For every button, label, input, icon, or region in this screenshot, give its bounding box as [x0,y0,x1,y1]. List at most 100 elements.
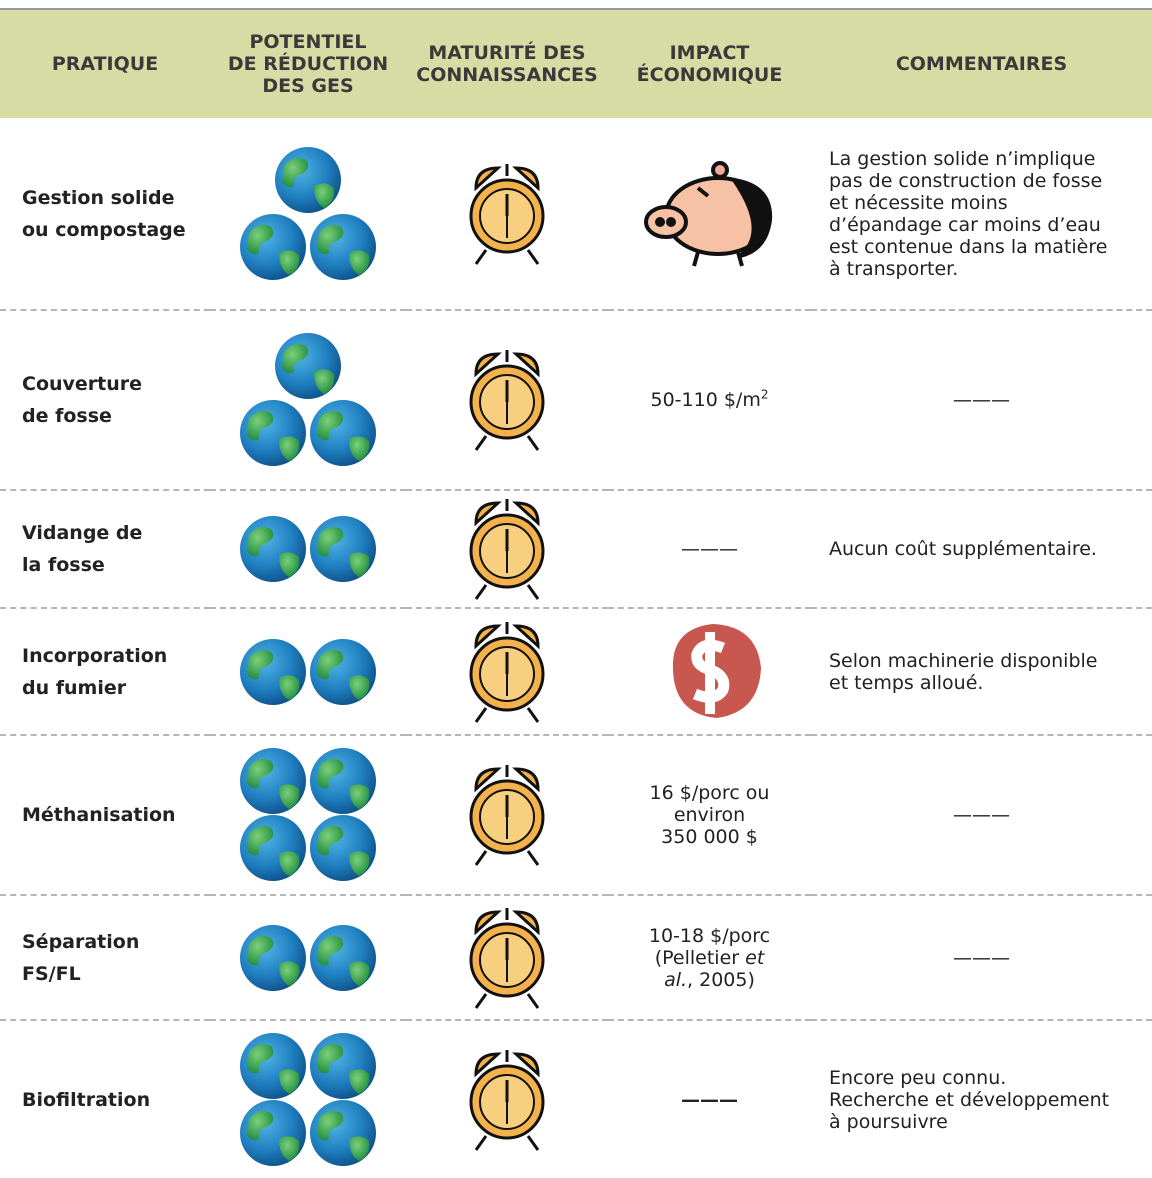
impact-cell: 10-18 $/porc (Pelletier et al., 2005) [608,895,811,1021]
clock-icon [406,493,608,605]
header-text: MATURITÉ DES [428,42,586,64]
header-text: ÉCONOMIQUE [636,64,783,86]
piggy-icon [608,158,811,270]
icon-part [310,213,376,280]
comment-line: Recherche et développement [829,1088,1110,1111]
icon-part [240,1032,306,1099]
icon-part [240,924,306,991]
header-cell: IMPACT ÉCONOMIQUE [608,8,811,118]
impact-cell: 50-110 $/m2 [608,310,811,491]
comment-line: d’épandage car moins d’eau [829,213,1101,236]
icon-part [310,516,376,582]
impact-cell: 16 $/porc ou environ 350 000 $ [608,735,811,896]
icon [469,621,545,723]
comment: Aucun coût supplémentaire. [811,490,1152,609]
header-text: DES GES [262,75,354,97]
icon-part [240,213,306,280]
maturity-cell [406,118,608,311]
comment-line: pas de construction de fosse [829,169,1103,192]
icon [469,163,545,265]
header-cell: POTENTIEL DE RÉDUCTION DES GES [210,8,406,118]
header-cell: MATURITÉ DES CONNAISSANCES [406,8,608,118]
icon-part [310,748,376,814]
icon-part [469,350,545,451]
icon-part [310,924,376,991]
icon-part [275,146,341,213]
icon-part [469,499,545,600]
maturity-cell [406,1020,608,1178]
header-cell: COMMENTAIRES [811,8,1152,118]
comment-line: Aucun coût supplémentaire. [829,538,1097,560]
impact-text: , 2005) [687,968,755,991]
comment-line: ——— [953,389,1010,411]
impact-cell: ——— [608,490,811,609]
practice: Gestion solide ou compostage [0,118,210,311]
comment: ——— [811,735,1152,896]
ges-cell [210,735,406,896]
icon-part [310,638,376,705]
practice: Séparation FS/FL [0,895,210,1021]
clock-icon [406,616,608,728]
clock-icon [406,902,608,1014]
practice: Incorporation du fumier [0,608,210,736]
practice-line: Gestion solide [22,186,175,209]
practice: Vidange de la fosse [0,490,210,609]
globes-icon [210,923,406,993]
icon-part [240,400,306,466]
impact-text: ——— [681,1088,738,1111]
row: Vidange de la fosse ——— Aucun coût supplé… [0,490,1152,609]
icon [672,623,761,718]
dollar-icon [608,622,811,722]
icon-part [469,621,545,723]
icon-part [469,163,545,265]
comment-line: est contenue dans la matière [829,235,1108,258]
icon [469,350,545,451]
row: Incorporation du fumier Selon machinerie … [0,608,1152,736]
clock-icon [406,759,608,871]
icon [643,160,772,267]
impact-line: environ [673,804,746,826]
ges-cell [210,608,406,736]
icon-part [310,1032,376,1099]
icon-part [672,623,761,718]
icon-part [240,748,306,814]
row: Biofiltration ——— Encore peu connu. Reche… [0,1020,1152,1178]
header-row: PRATIQUE POTENTIEL DE RÉDUCTION DES GES MA… [0,8,1152,118]
impact-cell [608,118,811,311]
practice-line: de fosse [22,405,112,427]
icon-part [469,765,545,866]
globes-icon [210,514,406,584]
icon [240,516,376,582]
impact-line: al., 2005) [608,969,811,991]
practice-line: Couverture [22,373,143,395]
practice-line: Biofiltration [22,1088,151,1111]
impact-italic: et [745,946,765,969]
practice: Couverture de fosse [0,310,210,491]
ges-cell [210,1020,406,1178]
impact-text: 50-110 $/m [650,389,761,411]
header-text: COMMENTAIRES [895,53,1068,75]
header-text: DE RÉDUCTION [227,53,389,75]
comment-line: à transporter. [829,257,959,280]
comment: Encore peu connu. Recherche et développem… [811,1020,1152,1178]
maturity-cell [406,310,608,491]
maturity-cell [406,735,608,896]
practice-line: du fumier [22,676,127,699]
comment-line: La gestion solide n’implique [829,147,1096,170]
icon-part [469,1049,545,1151]
impact-cell [608,608,811,736]
globes-icon [210,332,406,468]
globes-icon [210,747,406,883]
comment: ——— [811,310,1152,491]
row: Méthanisation 16 $/porc ou environ 350 000… [0,735,1152,896]
impact-cell: ——— [608,1020,811,1178]
icon [469,907,545,1009]
practice-line: Méthanisation [22,804,176,826]
icon [240,146,376,280]
icon [469,499,545,600]
comment-line: et nécessite moins [829,191,1008,214]
comment: Selon machinerie disponible et temps allo… [811,608,1152,736]
practice-line: Séparation [22,930,140,953]
